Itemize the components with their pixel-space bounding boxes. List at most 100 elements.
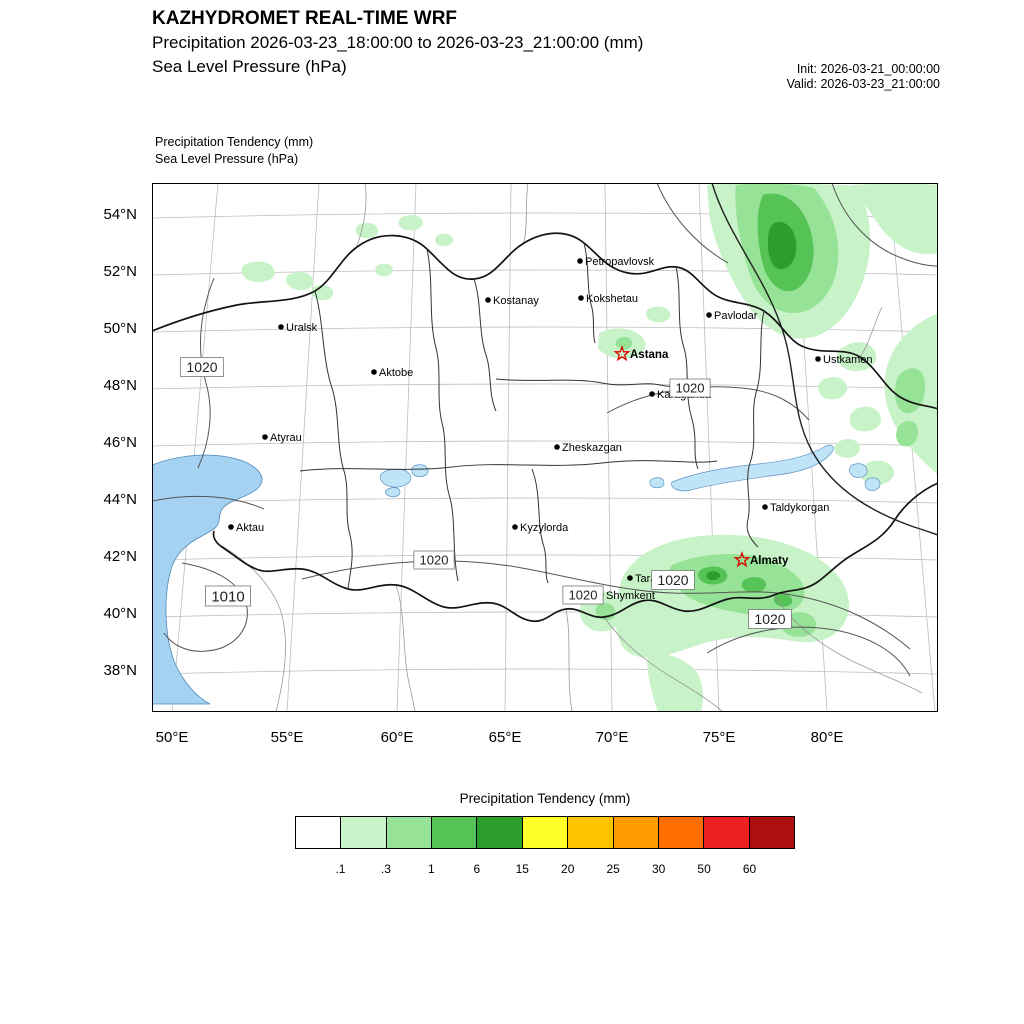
- pressure-label-box: [413, 550, 455, 570]
- map-canvas: Petropavlovsk Kostanay Kokshetau Pavlodar Ur…: [152, 183, 938, 712]
- colorbar-tick: .1: [335, 862, 346, 876]
- capital-label: Astana: [630, 349, 669, 361]
- city-marker: [627, 575, 633, 581]
- legend-precipitation-tendency: Precipitation Tendency (mm): [155, 135, 314, 149]
- lon-tick-label: 75°E: [702, 729, 736, 746]
- pressure-label-group: 1020 1020 1020 1020 1020 1010 1020: [180, 357, 792, 629]
- city-marker: [706, 312, 712, 318]
- lake-alakol: [649, 463, 881, 491]
- pressure-label: 1020: [657, 572, 688, 588]
- city-label: Uralsk: [286, 322, 318, 334]
- pressure-label-box: [669, 378, 711, 398]
- lat-tick-label: 40°N: [103, 605, 137, 622]
- foreign-borders: [221, 183, 923, 712]
- colorbar-tick: 60: [742, 862, 757, 876]
- latitude-axis: 54°N 52°N 50°N 48°N 46°N 44°N 42°N 40°N 38°N: [85, 183, 137, 712]
- colorbar-cell: [749, 817, 794, 848]
- page-title: KAZHYDROMET REAL-TIME WRF: [152, 8, 458, 29]
- southern-country-borders: [221, 183, 923, 712]
- lon-tick-label: 60°E: [380, 729, 414, 746]
- city-label: Ustkamen: [823, 354, 873, 366]
- aral-sea: [379, 464, 429, 498]
- lat-tick-label: 46°N: [103, 434, 137, 451]
- slp-contour: [606, 386, 810, 421]
- slp-contour: [163, 562, 248, 652]
- pressure-label-box: [205, 585, 252, 607]
- colorbar: [295, 816, 795, 849]
- pressure-label: 1020: [186, 359, 217, 375]
- pressure-label-box: [748, 609, 792, 629]
- lat-tick-label: 44°N: [103, 491, 137, 508]
- colorbar-tick-row: .1 .3 1 6 15 20 25 30 50 60: [295, 862, 795, 880]
- colorbar-cell: [522, 817, 569, 848]
- pressure-label: 1020: [569, 588, 598, 603]
- city-label: Kokshetau: [586, 293, 638, 305]
- city-label: Kostanay: [493, 295, 539, 307]
- city-marker: [512, 524, 518, 530]
- lon-tick-label: 80°E: [810, 729, 844, 746]
- capital-star-icon: [613, 344, 631, 362]
- valid-time: Valid: 2026-03-23_21:00:00: [786, 76, 940, 91]
- precip-core: [706, 221, 797, 581]
- oblast-borders: [299, 242, 765, 590]
- city-label: Kyzylorda: [520, 522, 569, 534]
- admin-borders: [152, 232, 938, 622]
- pressure-label: 1010: [211, 588, 244, 605]
- lon-tick-label: 70°E: [595, 729, 629, 746]
- lon-tick-label: 65°E: [488, 729, 522, 746]
- city-marker: [262, 434, 268, 440]
- city-marker: [554, 444, 560, 450]
- city-label: Zheskazgan: [562, 442, 622, 454]
- slp-contour: [656, 183, 729, 264]
- colorbar-cell: [296, 817, 342, 848]
- map-frame: [152, 183, 938, 712]
- colorbar-cell: [477, 817, 523, 848]
- slp-contour-main: [711, 183, 938, 536]
- slp-contour: [197, 277, 215, 469]
- colorbar-tick: 50: [697, 862, 711, 876]
- colorbar-cell: [613, 817, 659, 848]
- city-marker: [228, 524, 234, 530]
- pressure-label: 1020: [420, 553, 449, 568]
- init-time: Init: 2026-03-21_00:00:00: [796, 62, 940, 76]
- city-label: Atyrau: [270, 432, 302, 444]
- precipitation-shading: [241, 183, 938, 712]
- colorbar-cell: [658, 817, 705, 848]
- lon-tick-label: 55°E: [270, 729, 304, 746]
- longitude-axis: 50°E 55°E 60°E 65°E 70°E 75°E 80°E: [152, 729, 938, 751]
- city-marker: [577, 258, 583, 264]
- slp-contour: [831, 183, 938, 267]
- colorbar-cell: [704, 817, 750, 848]
- colorbar-cell: [432, 817, 478, 848]
- lat-tick-label: 38°N: [103, 662, 137, 679]
- weather-map-svg: Petropavlovsk Kostanay Kokshetau Pavlodar Ur…: [152, 183, 938, 712]
- colorbar-tick: 25: [606, 862, 620, 876]
- colorbar-cell: [341, 817, 387, 848]
- colorbar-tick: 20: [561, 862, 575, 876]
- city-label: Aktau: [236, 522, 264, 534]
- slp-contour: [706, 626, 911, 677]
- pressure-label: 1020: [676, 381, 705, 396]
- lat-tick-label: 48°N: [103, 377, 137, 394]
- pressure-label: 1020: [754, 611, 785, 627]
- precip-heavy: [698, 193, 814, 607]
- city-marker: [649, 391, 655, 397]
- legend-sea-level-pressure: Sea Level Pressure (hPa): [155, 151, 299, 166]
- colorbar-tick: .3: [380, 862, 391, 876]
- precip-medium: [595, 183, 926, 637]
- city-marker: [578, 295, 584, 301]
- pressure-label-box: [651, 570, 695, 590]
- city-label: Pavlodar: [714, 310, 758, 322]
- colorbar-tick: 15: [515, 862, 529, 876]
- colorbar-cell: [386, 817, 433, 848]
- lat-tick-label: 50°N: [103, 320, 137, 337]
- colorbar-tick: 1: [428, 862, 435, 876]
- subtitle-precipitation: Precipitation 2026-03-23_18:00:00 to 202…: [152, 33, 644, 52]
- colorbar-cell: [568, 817, 614, 848]
- pressure-label-box: [180, 357, 224, 377]
- city-marker: [762, 504, 768, 510]
- colorbar-tick: 6: [473, 862, 481, 876]
- colorbar-tick: 30: [651, 862, 666, 876]
- lon-tick-label: 50°E: [155, 729, 189, 746]
- capital-label: Almaty: [750, 555, 789, 567]
